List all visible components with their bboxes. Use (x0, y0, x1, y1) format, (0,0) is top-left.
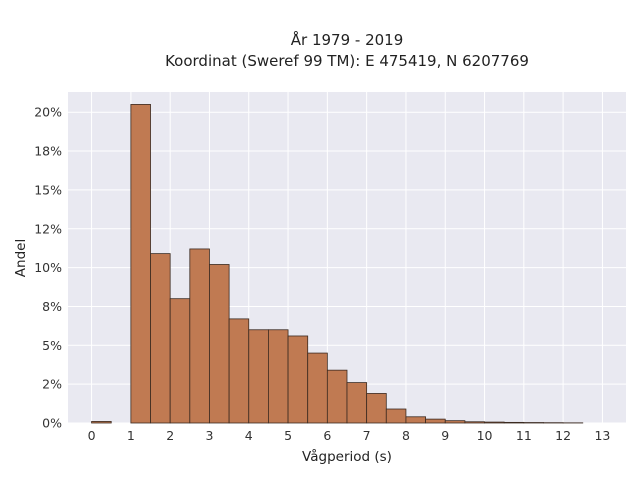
y-axis-ticks: 0% 2% 5% 8% 10% 12% 15% 18% 20% (34, 105, 62, 431)
chart-title-line-1: År 1979 - 2019 (291, 30, 404, 49)
x-axis-label: Vågperiod (s) (302, 448, 392, 465)
y-tick-label: 10% (34, 260, 62, 275)
histogram-bar (346, 382, 368, 424)
x-tick-label: 11 (516, 428, 532, 443)
x-tick-label: 0 (88, 428, 96, 443)
histogram-bar (444, 420, 466, 424)
x-tick-label: 3 (205, 428, 213, 443)
histogram-bar (385, 408, 407, 424)
histogram-bar (209, 264, 230, 424)
y-tick-label: 0% (42, 416, 62, 431)
histogram-bar (228, 318, 250, 424)
histogram-bar (307, 352, 328, 424)
histogram-bar (150, 253, 171, 424)
y-tick-label: 18% (34, 144, 62, 159)
y-tick-label: 20% (34, 105, 62, 120)
histogram-bar (484, 421, 505, 424)
histogram-bar (503, 421, 525, 424)
y-tick-label: 2% (42, 377, 62, 392)
histogram-bar (425, 418, 446, 424)
histogram-bar (405, 416, 426, 424)
histogram-bars (91, 104, 584, 424)
histogram-bar (91, 421, 112, 424)
histogram-bar (366, 393, 387, 424)
x-tick-label: 8 (402, 428, 410, 443)
histogram-bar (130, 104, 151, 424)
histogram-bar (464, 421, 485, 424)
y-tick-label: 15% (34, 182, 62, 197)
x-axis-ticks: 0 1 2 3 4 5 6 7 8 9 10 11 12 13 (88, 428, 611, 443)
chart-title-line-2: Koordinat (Sweref 99 TM): E 475419, N 62… (165, 52, 529, 70)
x-tick-label: 13 (594, 428, 610, 443)
x-tick-label: 7 (363, 428, 371, 443)
x-tick-label: 12 (555, 428, 571, 443)
y-tick-label: 5% (42, 338, 62, 353)
histogram-bar (268, 329, 289, 424)
histogram-bar (189, 248, 210, 424)
histogram-bar (169, 298, 191, 424)
histogram-bar (287, 335, 309, 424)
x-tick-label: 6 (323, 428, 331, 443)
histogram-bar (326, 369, 348, 424)
y-tick-label: 12% (34, 221, 62, 236)
x-tick-label: 5 (284, 428, 292, 443)
x-tick-label: 2 (166, 428, 174, 443)
y-axis-label: Andel (13, 239, 29, 277)
x-tick-label: 1 (127, 428, 135, 443)
y-tick-label: 8% (42, 299, 62, 314)
x-tick-label: 9 (441, 428, 449, 443)
x-tick-label: 10 (477, 428, 493, 443)
x-tick-label: 4 (245, 428, 253, 443)
histogram-bar (248, 329, 269, 424)
